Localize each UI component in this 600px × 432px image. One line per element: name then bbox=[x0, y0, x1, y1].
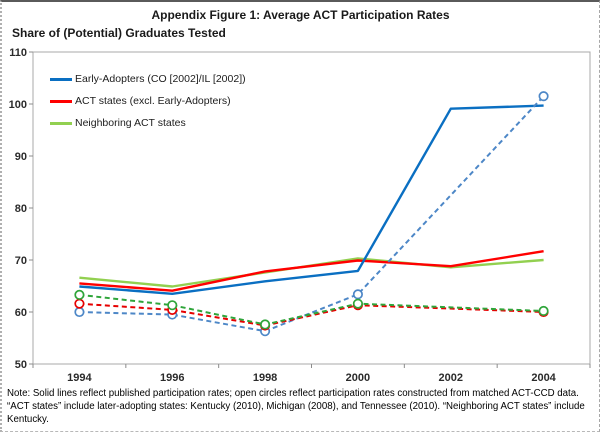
figure-notes: Note: Solid lines reflect published part… bbox=[7, 387, 596, 426]
chart-title: Appendix Figure 1: Average ACT Participa… bbox=[151, 8, 450, 22]
legend-line-sample-blue bbox=[50, 77, 72, 81]
x-tick-label: 1996 bbox=[160, 372, 184, 384]
legend-line-sample-red bbox=[50, 99, 72, 103]
x-tick-label: 2000 bbox=[346, 372, 370, 384]
series-line-act-states-published bbox=[79, 250, 544, 292]
data-point-marker-neighboring-act-states-constructed-act-ccd bbox=[167, 300, 178, 311]
legend-label: Early-Adopters (CO [2002]/IL [2002]) bbox=[75, 73, 246, 85]
y-tick-label: 100 bbox=[9, 99, 27, 111]
legend-item-neighboring: Neighboring ACT states bbox=[50, 112, 246, 134]
data-point-marker-neighboring-act-states-constructed-act-ccd bbox=[352, 298, 363, 309]
chart-legend: Early-Adopters (CO [2002]/IL [2002]) ACT… bbox=[50, 68, 246, 134]
y-axis-caption: Share of (Potential) Graduates Tested bbox=[12, 26, 226, 40]
x-tick-label: 1998 bbox=[253, 372, 277, 384]
legend-item-early-adopters: Early-Adopters (CO [2002]/IL [2002]) bbox=[50, 68, 246, 90]
data-point-marker-act-states-constructed-act-ccd bbox=[74, 298, 85, 309]
note-line-2: “ACT states” include later-adopting stat… bbox=[7, 401, 585, 412]
note-line-1: Note: Solid lines reflect published part… bbox=[7, 388, 579, 399]
y-tick-label: 80 bbox=[15, 203, 27, 215]
data-point-marker-neighboring-act-states-constructed-act-ccd bbox=[260, 319, 271, 330]
y-tick-label: 90 bbox=[15, 151, 27, 163]
legend-item-act-states: ACT states (excl. Early-Adopters) bbox=[50, 90, 246, 112]
data-point-marker-neighboring-act-states-constructed-act-ccd bbox=[74, 289, 85, 300]
x-tick-label: 1994 bbox=[67, 372, 92, 384]
x-tick-label: 2004 bbox=[531, 372, 556, 384]
data-point-marker-early-adopters-constructed-act-ccd bbox=[352, 289, 363, 300]
data-point-marker-early-adopters-constructed-act-ccd bbox=[74, 306, 85, 318]
data-point-marker-early-adopters-constructed-act-ccd bbox=[538, 91, 549, 102]
y-tick-label: 50 bbox=[15, 359, 27, 371]
y-tick-label: 60 bbox=[15, 307, 27, 319]
y-tick-label: 110 bbox=[9, 47, 27, 59]
series-line-early-adopters-published bbox=[79, 104, 544, 295]
series-line-neighboring-act-states-constructed-act-ccd bbox=[79, 293, 544, 326]
x-tick-label: 2002 bbox=[439, 372, 463, 384]
y-tick-label: 70 bbox=[15, 255, 27, 267]
legend-line-sample-green bbox=[50, 121, 72, 125]
data-point-marker-neighboring-act-states-constructed-act-ccd bbox=[538, 305, 549, 317]
legend-label: Neighboring ACT states bbox=[75, 117, 186, 129]
note-line-3: Kentucky. bbox=[7, 414, 49, 425]
legend-label: ACT states (excl. Early-Adopters) bbox=[75, 95, 231, 107]
